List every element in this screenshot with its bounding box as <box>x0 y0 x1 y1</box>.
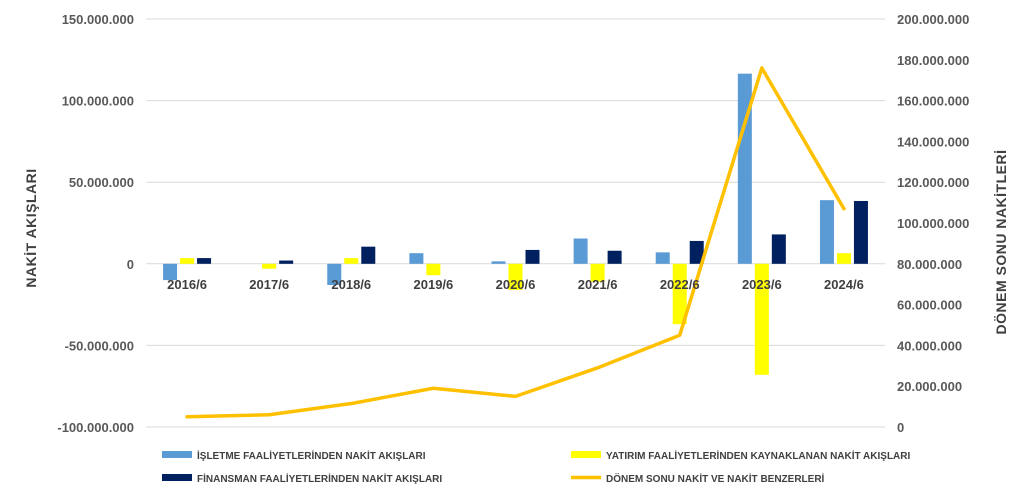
cash-line <box>185 66 846 419</box>
right-axis-title: DÖNEM SONU NAKİTLERİ <box>993 150 1009 335</box>
right-tick-label: 80.000.000 <box>897 257 962 272</box>
bar-3 <box>853 200 868 264</box>
right-tick-label: 180.000.000 <box>897 53 969 68</box>
bar-3 <box>689 240 704 264</box>
category-label: 2023/6 <box>742 277 782 292</box>
left-tick-label: 150.000.000 <box>62 12 134 27</box>
bar-3 <box>607 250 622 264</box>
axes: 150.000.000 100.000.000 50.000.000 0 -50.000… <box>57 12 969 435</box>
bar-1 <box>491 261 506 264</box>
legend-swatch <box>571 451 601 458</box>
bar-3 <box>361 246 376 264</box>
right-tick-label: 0 <box>897 420 904 435</box>
bar-2 <box>508 263 523 290</box>
left-tick-label: -50.000.000 <box>65 338 134 353</box>
bar-2 <box>590 263 605 282</box>
bar-2 <box>672 263 687 325</box>
bar-1 <box>163 263 178 281</box>
right-tick-label: 40.000.000 <box>897 338 962 353</box>
bar-2 <box>426 263 441 276</box>
right-tick-label: 200.000.000 <box>897 12 969 27</box>
category-label: 2016/6 <box>167 277 207 292</box>
line-series <box>185 66 846 419</box>
category-label: 2024/6 <box>824 277 864 292</box>
right-tick-label: 120.000.000 <box>897 175 969 190</box>
bar-2 <box>262 263 277 269</box>
legend-swatch <box>162 474 192 481</box>
bar-2 <box>836 253 851 264</box>
gridlines <box>146 18 885 428</box>
bar-3 <box>771 234 786 264</box>
left-tick-label: 50.000.000 <box>69 175 134 190</box>
bar-1 <box>737 73 752 264</box>
legend-label: YATIRIM FAALİYETLERİNDEN KAYNAKLANAN NAK… <box>606 449 910 462</box>
bar-3 <box>525 249 540 264</box>
category-label: 2020/6 <box>496 277 536 292</box>
right-tick-label: 160.000.000 <box>897 94 969 109</box>
left-axis-title: NAKİT AKIŞLARI <box>23 168 39 287</box>
bars <box>163 73 868 375</box>
bar-1 <box>327 263 342 286</box>
legend-label: FİNANSMAN FAALİYETLERİNDEN NAKİT AKIŞLAR… <box>197 472 442 485</box>
category-label: 2022/6 <box>660 277 700 292</box>
bar-3 <box>197 258 212 264</box>
legend-label: İŞLETME FAALİYETLERİNDEN NAKİT AKIŞLARI <box>197 449 426 462</box>
left-tick-label: 100.000.000 <box>62 94 134 109</box>
right-tick-label: 100.000.000 <box>897 216 969 231</box>
bar-1 <box>409 253 424 264</box>
bar-1 <box>573 238 588 264</box>
category-label: 2017/6 <box>249 277 289 292</box>
bar-2 <box>754 263 769 375</box>
right-tick-label: 60.000.000 <box>897 298 962 313</box>
bar-1 <box>655 252 670 264</box>
left-tick-label: 0 <box>127 257 134 272</box>
legend-label: DÖNEM SONU NAKİT VE NAKİT BENZERLERİ <box>606 472 825 485</box>
legend-swatch <box>162 451 192 458</box>
bar-3 <box>279 260 294 264</box>
bar-2 <box>180 258 195 264</box>
legend: İŞLETME FAALİYETLERİNDEN NAKİT AKIŞLARI Y… <box>162 449 910 485</box>
right-tick-label: 140.000.000 <box>897 134 969 149</box>
category-label: 2019/6 <box>414 277 454 292</box>
category-label: 2018/6 <box>331 277 371 292</box>
right-tick-label: 20.000.000 <box>897 379 962 394</box>
bar-2 <box>344 258 359 264</box>
bar-1 <box>819 200 834 264</box>
category-label: 2021/6 <box>578 277 618 292</box>
left-tick-label: -100.000.000 <box>57 420 134 435</box>
